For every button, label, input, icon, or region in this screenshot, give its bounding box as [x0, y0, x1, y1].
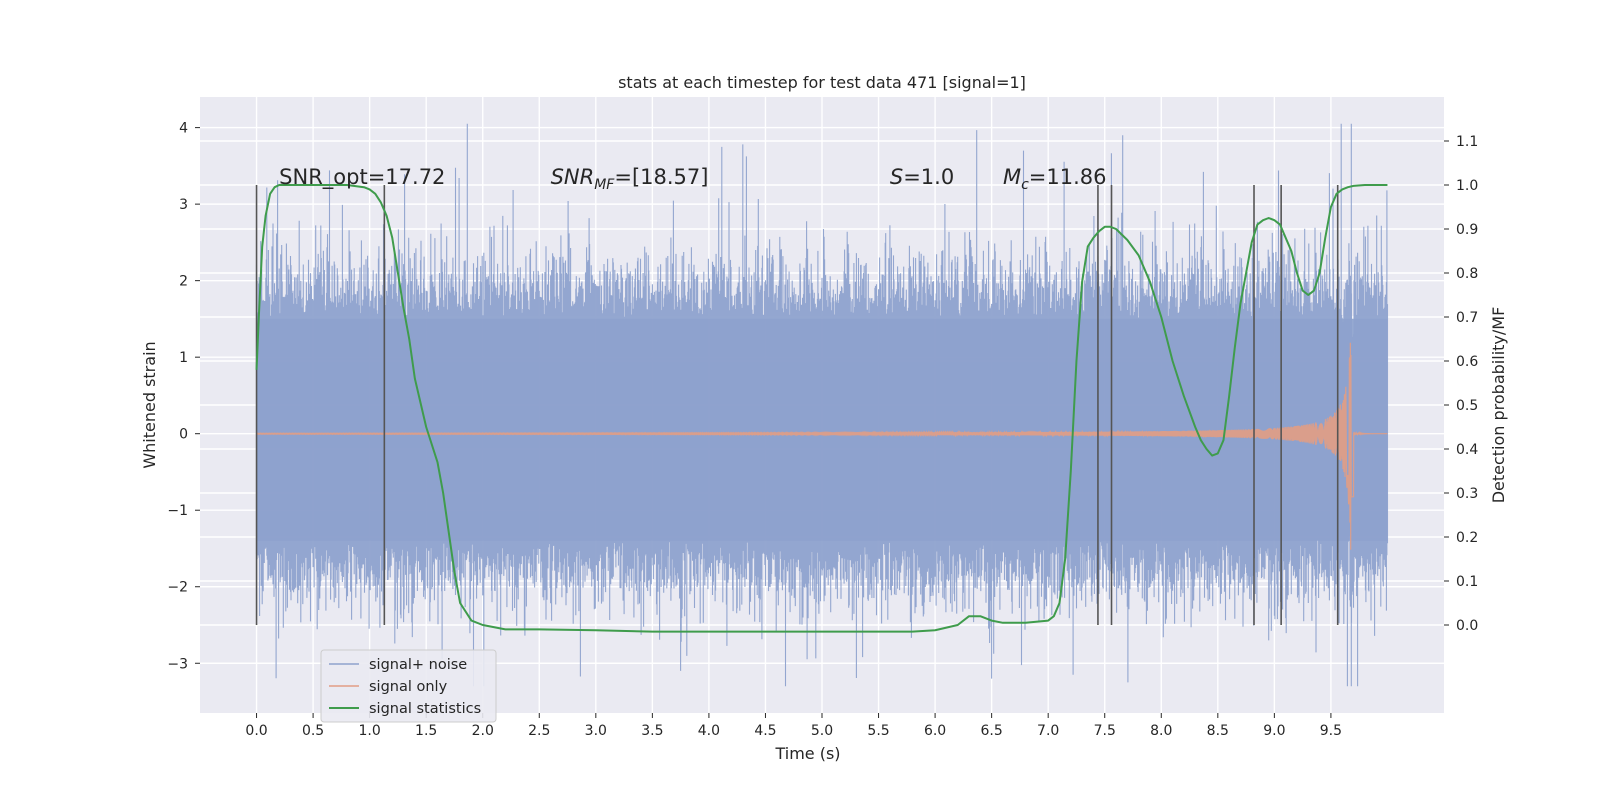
x-tick-label: 0.0 — [245, 723, 267, 739]
x-tick-label: 4.5 — [754, 723, 776, 739]
y-tick-label: −1 — [167, 503, 188, 519]
y-right-tick-label: 0.4 — [1456, 442, 1478, 458]
signal-statistics-line — [255, 184, 1388, 633]
annotation-snr_mf: SNRMF=[18.57] — [551, 165, 709, 193]
y-tick-label: 1 — [179, 350, 188, 366]
x-tick-label: 8.5 — [1207, 723, 1229, 739]
y-axis-label: Whitened strain — [140, 341, 159, 468]
legend-box — [320, 649, 497, 723]
y-tick-label: 2 — [179, 274, 188, 290]
annotation-mc: Mc=11.86 — [1003, 165, 1107, 193]
y-tick-label: −2 — [167, 580, 188, 596]
y-right-tick-label: 0.5 — [1456, 398, 1478, 414]
x-axis-label: Time (s) — [774, 744, 840, 763]
x-tick-label: 8.0 — [1150, 723, 1172, 739]
legend-entry: signal statistics — [369, 701, 481, 717]
x-tick-label: 3.0 — [585, 723, 607, 739]
signal-only-line — [256, 342, 1388, 550]
signal-statistics-series — [255, 184, 1388, 633]
y-right-tick-label: 0.3 — [1456, 486, 1478, 502]
y-right-tick-label: 0.2 — [1456, 530, 1478, 546]
y-tick-label: 0 — [179, 427, 188, 443]
y-right-tick-label: 0.9 — [1456, 222, 1478, 238]
annotation-snr_opt: SNR_opt=17.72 — [279, 165, 445, 190]
x-tick-label: 7.5 — [1094, 723, 1116, 739]
x-tick-label: 1.0 — [359, 723, 381, 739]
y-right-tick-label: 1.0 — [1456, 178, 1478, 194]
x-tick-label: 1.5 — [415, 723, 437, 739]
y-tick-label: 4 — [179, 121, 188, 137]
x-tick-label: 3.5 — [641, 723, 663, 739]
x-tick-label: 9.0 — [1263, 723, 1285, 739]
x-tick-label: 2.5 — [528, 723, 550, 739]
axes: 0.0 0.5 1.0 1.5 2.0 2.5 3.0 3.5 4.0 4.5 5.0 5.5 6.0 6… — [167, 121, 1478, 739]
chart-title: stats at each timestep for test data 471… — [618, 73, 1026, 92]
signal-only-series — [256, 342, 1388, 550]
y-tick-label: 3 — [179, 197, 188, 213]
x-tick-label: 9.5 — [1320, 723, 1342, 739]
y-right-tick-label: 1.1 — [1456, 134, 1478, 150]
x-tick-label: 6.5 — [981, 723, 1003, 739]
x-tick-label: 6.0 — [924, 723, 946, 739]
x-tick-label: 2.0 — [472, 723, 494, 739]
y-right-tick-label: 0.7 — [1456, 310, 1478, 326]
x-tick-label: 0.5 — [302, 723, 324, 739]
legend: signal+ noise signal only signal statistic… — [320, 649, 497, 723]
y-right-tick-label: 0.8 — [1456, 266, 1478, 282]
y-right-tick-label: 0.1 — [1456, 574, 1478, 590]
x-tick-label: 5.5 — [867, 723, 889, 739]
y-tick-label: −3 — [167, 656, 188, 672]
y-right-tick-label: 0.6 — [1456, 354, 1478, 370]
vertical-markers — [255, 185, 1339, 625]
legend-entry: signal+ noise — [369, 657, 467, 673]
x-tick-label: 4.0 — [698, 723, 720, 739]
annotation-s: S=1.0 — [890, 165, 954, 189]
y-axis-right-label: Detection probability/MF — [1489, 307, 1508, 504]
legend-entry: signal only — [369, 679, 448, 695]
annotations: SNR_opt=17.72 SNRMF=[18.57] S=1.0 Mc=11.86 — [279, 165, 1106, 193]
y-right-tick-label: 0.0 — [1456, 618, 1478, 634]
x-tick-label: 5.0 — [811, 723, 833, 739]
x-tick-label: 7.0 — [1037, 723, 1059, 739]
